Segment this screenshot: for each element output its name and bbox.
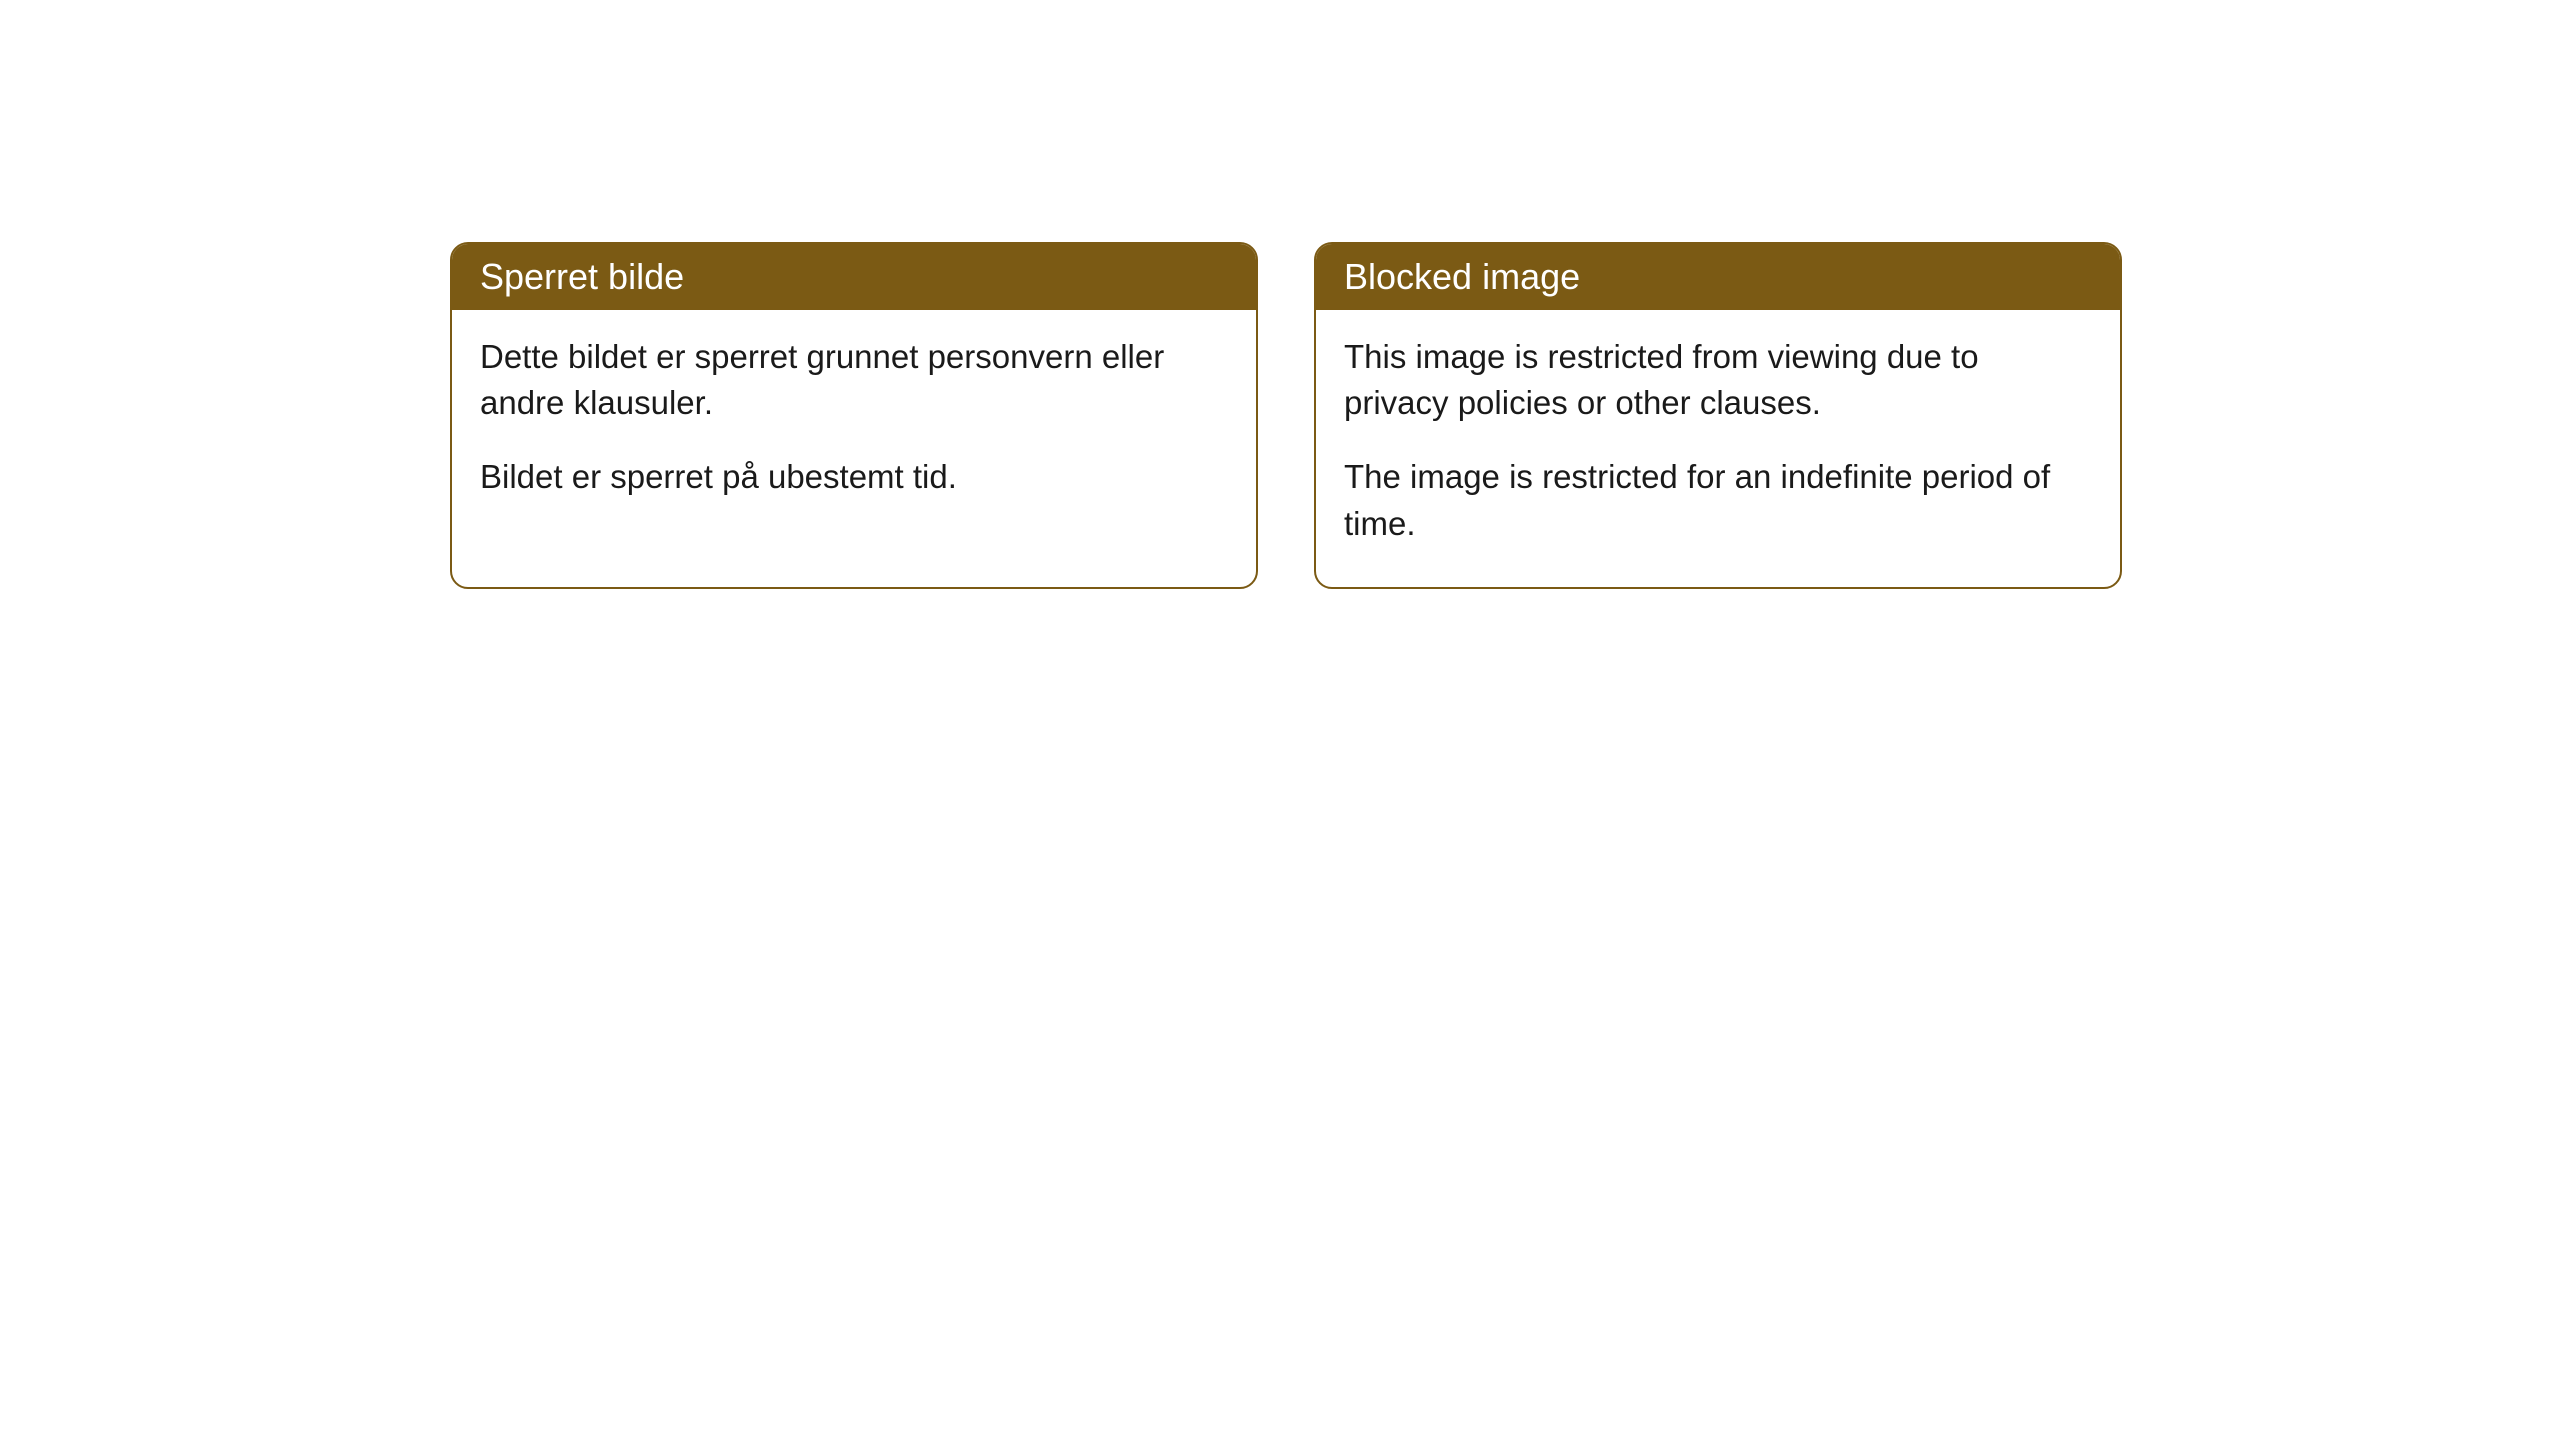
notice-cards-container: Sperret bilde Dette bildet er sperret gr… xyxy=(450,242,2560,589)
card-body-norwegian: Dette bildet er sperret grunnet personve… xyxy=(452,310,1256,541)
notice-paragraph-1: Dette bildet er sperret grunnet personve… xyxy=(480,334,1228,426)
card-title: Sperret bilde xyxy=(480,256,684,297)
notice-paragraph-2: Bildet er sperret på ubestemt tid. xyxy=(480,454,1228,500)
card-header-norwegian: Sperret bilde xyxy=(452,244,1256,310)
notice-paragraph-2: The image is restricted for an indefinit… xyxy=(1344,454,2092,546)
card-title: Blocked image xyxy=(1344,256,1580,297)
blocked-image-card-english: Blocked image This image is restricted f… xyxy=(1314,242,2122,589)
card-body-english: This image is restricted from viewing du… xyxy=(1316,310,2120,587)
blocked-image-card-norwegian: Sperret bilde Dette bildet er sperret gr… xyxy=(450,242,1258,589)
card-header-english: Blocked image xyxy=(1316,244,2120,310)
notice-paragraph-1: This image is restricted from viewing du… xyxy=(1344,334,2092,426)
